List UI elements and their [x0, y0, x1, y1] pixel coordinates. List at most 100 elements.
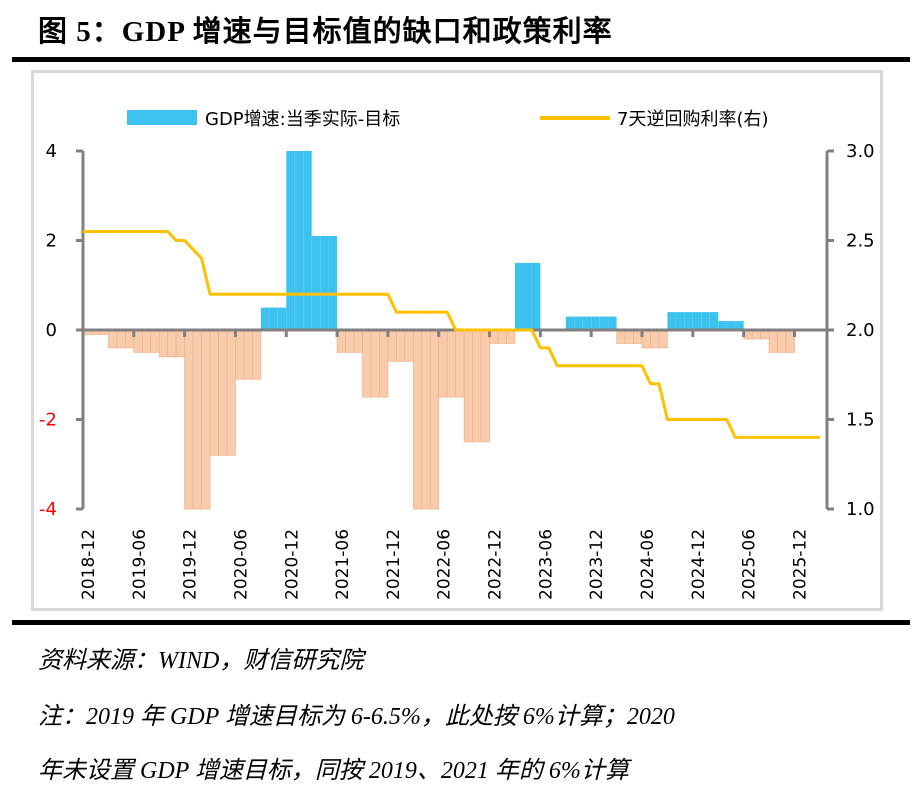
bar-month — [701, 312, 710, 330]
bar-month — [480, 329, 490, 443]
bar-month — [286, 151, 295, 330]
bar-month — [345, 329, 355, 353]
note-line-2: 年未设置 GDP 增速目标，同按 2019、2021 年的 6%计算 — [38, 758, 629, 784]
bar-2022-09 — [438, 329, 465, 398]
bar-month — [353, 329, 363, 353]
bar-month — [260, 307, 270, 330]
bar-2023-06 — [514, 262, 541, 330]
bar-month — [667, 312, 676, 330]
bar-month — [235, 329, 245, 380]
bar-month — [116, 329, 126, 349]
bar-2019-09 — [133, 329, 160, 353]
bar-month — [650, 329, 660, 349]
bar-month — [252, 329, 262, 380]
bar-2025-12 — [768, 329, 795, 353]
legend-line-label: 7天逆回购利率(右) — [617, 109, 769, 130]
right-tick-label: 2.0 — [846, 320, 875, 341]
x-tick-label: 2023-12 — [587, 529, 607, 600]
bar-2021-06 — [311, 236, 338, 330]
bar-month — [684, 312, 693, 330]
x-tick-label: 2021-06 — [333, 529, 353, 600]
bar-month — [735, 321, 744, 330]
bar-month — [514, 262, 524, 330]
bar-2025-06 — [718, 321, 744, 330]
bar-2021-03 — [286, 151, 312, 330]
bar-month — [277, 307, 287, 330]
left-tick-label: 2 — [46, 231, 57, 252]
legend: GDP增速:当季实际-目标 7天逆回购利率(右) — [127, 109, 769, 130]
bar-month — [616, 329, 626, 344]
bar-month — [150, 329, 160, 353]
legend-bar-label: GDP增速:当季实际-目标 — [205, 109, 400, 130]
bar-month — [692, 312, 702, 330]
right-tick-label: 1.0 — [846, 499, 875, 520]
x-tick-label: 2021-12 — [384, 529, 404, 600]
source-text: 资料来源：WIND，财信研究院 — [38, 648, 364, 674]
source-rule — [12, 620, 910, 625]
bar-month — [768, 329, 778, 353]
bar-month — [269, 307, 278, 330]
bar-month — [421, 329, 431, 510]
bar-2019-06 — [108, 329, 135, 349]
x-tick-label: 2025-12 — [790, 529, 810, 600]
bar-2024-12 — [667, 312, 693, 330]
bar-month — [218, 329, 228, 456]
bar-2021-12 — [362, 329, 389, 398]
bar-month — [412, 329, 423, 510]
figure-title: 图 5：GDP 增速与目标值的缺口和政策利率 — [38, 16, 613, 48]
bar-2020-09 — [235, 329, 262, 380]
bar-month — [328, 236, 338, 330]
bar-month — [463, 329, 473, 443]
bar-month — [718, 321, 727, 330]
bar-month — [108, 329, 118, 349]
bar-month — [404, 329, 414, 362]
bar-month — [201, 329, 211, 510]
bar-month — [438, 329, 448, 398]
bar-2024-06 — [616, 329, 643, 344]
bar-month — [158, 329, 169, 358]
bar-month — [497, 329, 507, 344]
title-rule — [12, 57, 910, 62]
x-tick-label: 2024-12 — [689, 529, 709, 600]
bar-month — [320, 236, 329, 330]
bar-month — [472, 329, 482, 443]
bar-month — [599, 316, 609, 330]
bar-month — [591, 316, 600, 330]
bar-month — [429, 329, 440, 510]
bar-month — [184, 329, 194, 510]
bar-month — [209, 329, 219, 456]
left-tick-label: -4 — [39, 499, 57, 520]
bar-month — [311, 236, 321, 330]
left-tick-label: -2 — [39, 410, 57, 431]
bar-month — [709, 312, 719, 330]
x-tick-label: 2023-06 — [536, 529, 556, 600]
bar-2024-09 — [641, 329, 668, 349]
bar-2020-03 — [184, 329, 211, 510]
bar-month — [362, 329, 372, 398]
bar-month — [303, 151, 312, 330]
bar-month — [726, 321, 736, 330]
bar-month — [531, 262, 541, 330]
left-tick-label: 4 — [46, 141, 57, 162]
bar-month — [141, 329, 152, 353]
bar-month — [446, 329, 457, 398]
right-tick-label: 2.5 — [846, 231, 875, 252]
bar-month — [396, 329, 406, 362]
bar-month — [294, 151, 304, 330]
bar-2023-03 — [489, 329, 516, 344]
right-tick-label: 3.0 — [846, 141, 875, 162]
bar-month — [379, 329, 389, 398]
right-tick-label: 1.5 — [846, 410, 875, 431]
bar-month — [370, 329, 380, 398]
x-tick-label: 2019-12 — [181, 529, 201, 600]
x-tick-label: 2022-12 — [486, 529, 506, 600]
bar-month — [608, 316, 617, 330]
bar-2023-12 — [565, 316, 592, 330]
bar-month — [167, 329, 177, 358]
bar-month — [455, 329, 465, 398]
x-tick-label: 2020-06 — [231, 529, 251, 600]
x-tick-label: 2019-06 — [130, 529, 150, 600]
bar-month — [243, 329, 253, 380]
x-tick-label: 2025-06 — [740, 529, 760, 600]
